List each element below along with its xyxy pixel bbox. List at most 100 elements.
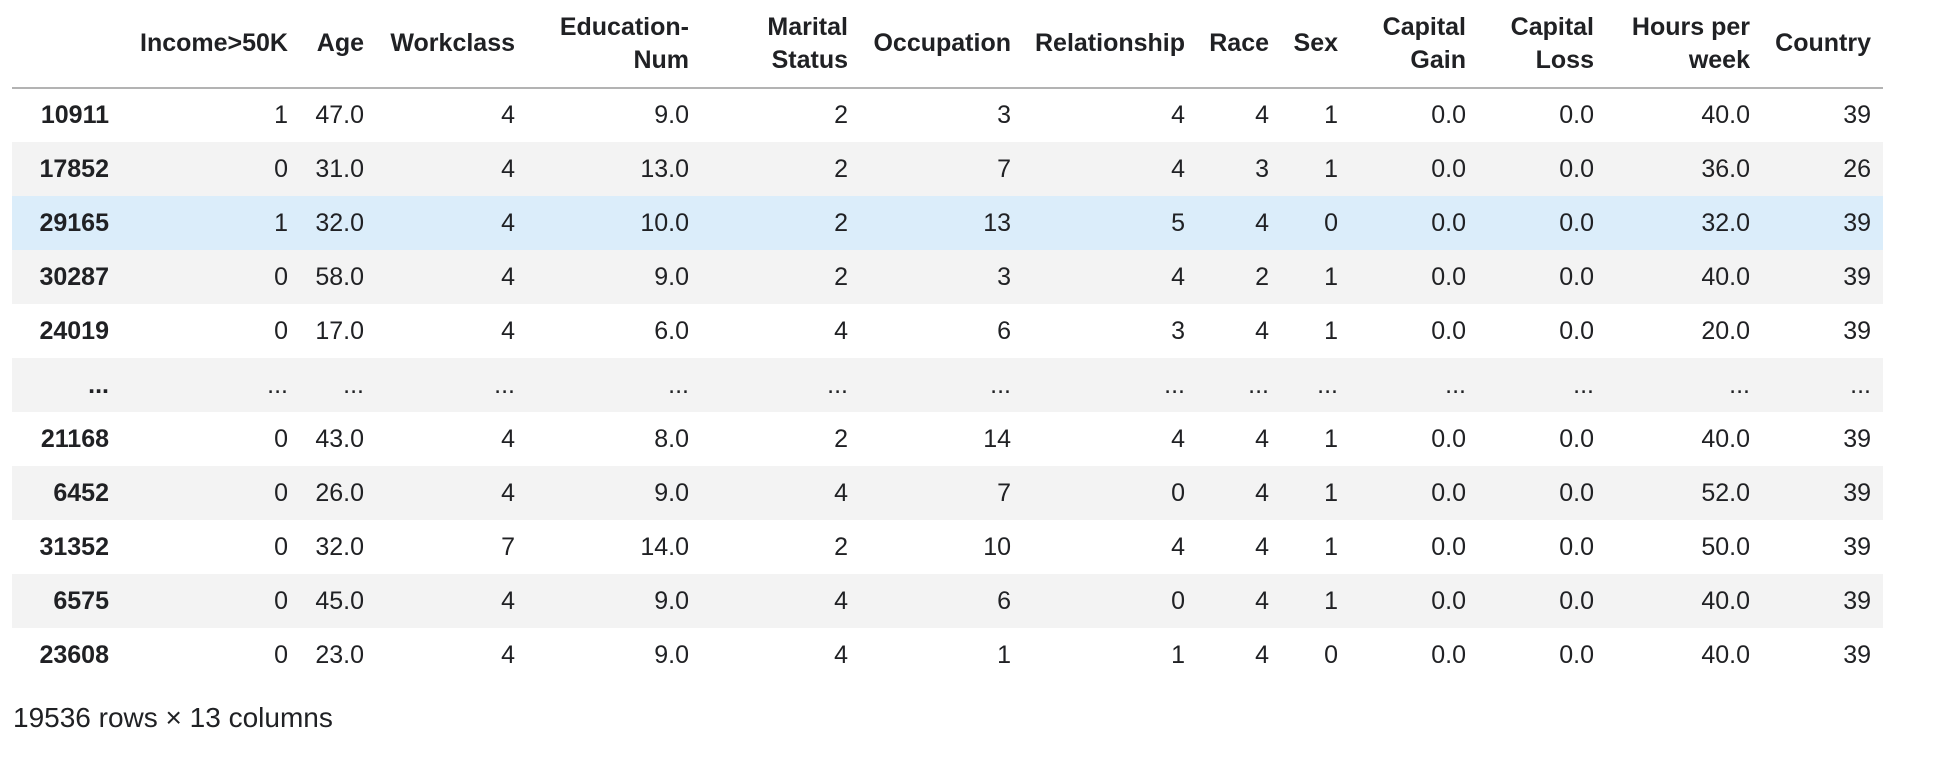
- table-cell: 39: [1843, 316, 1871, 345]
- table-cell: 32.0: [315, 208, 364, 237]
- table-cell: 1: [1324, 262, 1338, 291]
- table-cell: 0.0: [1431, 532, 1466, 561]
- table-cell: 0.0: [1431, 316, 1466, 345]
- table-cell: 39: [1843, 262, 1871, 291]
- row-index: 29165: [39, 208, 109, 237]
- table-cell: 32.0: [315, 532, 364, 561]
- table-cell: 4: [1255, 640, 1269, 669]
- table-cell: 0: [274, 424, 288, 453]
- table-row[interactable]: 30287 0 58.0 4 9.0 2 3 4 2 1 0.0 0.0 40.0 39: [12, 250, 1883, 304]
- table-cell: 4: [501, 208, 515, 237]
- table-header: Income>50K Age Workclass Education- Num Mari…: [12, 0, 1883, 89]
- table-dimensions: 19536 rows × 13 columns: [13, 702, 333, 733]
- column-header: Country: [1762, 0, 1883, 89]
- table-cell: 4: [1255, 532, 1269, 561]
- table-cell: 6: [997, 586, 1011, 615]
- table-cell: 4: [1171, 101, 1185, 129]
- row-index: 6575: [53, 586, 109, 615]
- column-header: Marital Status: [701, 0, 860, 89]
- table-body: 10911 1 47.0 4 9.0 2 3 4 4 1 0.0 0.0 40.0 39 17852 0 31.…: [12, 88, 1883, 682]
- table-cell: 0.0: [1559, 262, 1594, 291]
- table-cell: 0: [274, 640, 288, 669]
- table-cell: 3: [1171, 316, 1185, 345]
- table-row[interactable]: 17852 0 31.0 4 13.0 2 7 4 3 1 0.0 0.0 36.0 26: [12, 142, 1883, 196]
- table-cell: 4: [1171, 424, 1185, 453]
- table-cell: ...: [827, 370, 848, 399]
- table-cell: ...: [1164, 370, 1185, 399]
- table-cell: 13: [983, 208, 1011, 237]
- table-cell: 47.0: [315, 101, 364, 129]
- table-cell: 45.0: [315, 586, 364, 615]
- table-cell: 0.0: [1559, 586, 1594, 615]
- table-row[interactable]: 21168 0 43.0 4 8.0 2 14 4 4 1 0.0 0.0 40.0 39: [12, 412, 1883, 466]
- table-cell: 14: [983, 424, 1011, 453]
- table-cell: 1: [1171, 640, 1185, 669]
- table-row[interactable]: 23608 0 23.0 4 9.0 4 1 1 4 0 0.0 0.0 40.0 39: [12, 628, 1883, 682]
- table-row[interactable]: 24019 0 17.0 4 6.0 4 6 3 4 1 0.0 0.0 20.0 39: [12, 304, 1883, 358]
- table-cell: 0.0: [1431, 586, 1466, 615]
- table-cell: 52.0: [1701, 478, 1750, 507]
- table-cell: 9.0: [654, 586, 689, 615]
- table-cell: 0.0: [1431, 640, 1466, 669]
- table-cell: 1: [1324, 316, 1338, 345]
- table-cell: 4: [501, 478, 515, 507]
- table-cell: ...: [267, 370, 288, 399]
- table-row[interactable]: ........................................…: [12, 358, 1883, 412]
- table-cell: ...: [990, 370, 1011, 399]
- column-header: Capital Loss: [1478, 0, 1606, 89]
- table-cell: 4: [501, 262, 515, 291]
- table-cell: 40.0: [1701, 424, 1750, 453]
- column-header: Sex: [1281, 0, 1350, 89]
- table-cell: 4: [501, 101, 515, 129]
- row-index: 31352: [39, 532, 109, 561]
- column-header: Age: [300, 0, 376, 89]
- table-cell: ...: [1445, 370, 1466, 399]
- table-cell: ...: [1573, 370, 1594, 399]
- table-cell: 4: [834, 478, 848, 507]
- table-cell: 4: [501, 316, 515, 345]
- table-cell: 0.0: [1431, 424, 1466, 453]
- table-cell: 3: [997, 101, 1011, 129]
- table-cell: 9.0: [654, 640, 689, 669]
- table-row[interactable]: 29165 1 32.0 4 10.0 2 13 5 4 0 0.0 0.0 32.0 39: [12, 196, 1883, 250]
- table-cell: 1: [1324, 101, 1338, 129]
- row-index: 23608: [39, 640, 109, 669]
- table-cell: 4: [834, 586, 848, 615]
- table-cell: 4: [1171, 154, 1185, 183]
- table-cell: 4: [1255, 478, 1269, 507]
- table-cell: 5: [1171, 208, 1185, 237]
- table-cell: 0.0: [1559, 424, 1594, 453]
- table-cell: ...: [1850, 370, 1871, 399]
- row-index: ...: [88, 370, 109, 399]
- table-cell: 32.0: [1701, 208, 1750, 237]
- table-cell: 4: [834, 640, 848, 669]
- table-cell: 0.0: [1559, 101, 1594, 129]
- table-cell: ...: [668, 370, 689, 399]
- table-row[interactable]: 31352 0 32.0 7 14.0 2 10 4 4 1 0.0 0.0 50.0 39: [12, 520, 1883, 574]
- table-cell: 17.0: [315, 316, 364, 345]
- table-cell: 2: [834, 262, 848, 291]
- table-cell: 13.0: [640, 154, 689, 183]
- table-row[interactable]: 10911 1 47.0 4 9.0 2 3 4 4 1 0.0 0.0 40.0 39: [12, 88, 1883, 142]
- table-cell: 0.0: [1431, 101, 1466, 129]
- table-cell: 14.0: [640, 532, 689, 561]
- table-cell: 0: [274, 532, 288, 561]
- table-cell: 39: [1843, 424, 1871, 453]
- header-row: Income>50K Age Workclass Education- Num Mari…: [12, 0, 1883, 89]
- table-cell: 0: [274, 478, 288, 507]
- table-cell: 39: [1843, 478, 1871, 507]
- table-cell: 7: [997, 154, 1011, 183]
- table-cell: 2: [834, 154, 848, 183]
- table-cell: 39: [1843, 101, 1871, 129]
- table-cell: 40.0: [1701, 101, 1750, 129]
- table-cell: 3: [1255, 154, 1269, 183]
- table-cell: ...: [1729, 370, 1750, 399]
- table-cell: 4: [1255, 316, 1269, 345]
- table-cell: 0.0: [1431, 154, 1466, 183]
- table-cell: 7: [997, 478, 1011, 507]
- table-row[interactable]: 6575 0 45.0 4 9.0 4 6 0 4 1 0.0 0.0 40.0 39: [12, 574, 1883, 628]
- table-cell: 9.0: [654, 478, 689, 507]
- column-header: Capital Gain: [1350, 0, 1478, 89]
- table-cell: 2: [834, 101, 848, 129]
- table-row[interactable]: 6452 0 26.0 4 9.0 4 7 0 4 1 0.0 0.0 52.0 39: [12, 466, 1883, 520]
